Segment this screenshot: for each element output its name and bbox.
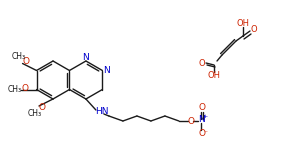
Text: O: O xyxy=(21,84,28,93)
Text: CH₃: CH₃ xyxy=(12,52,26,61)
Text: O: O xyxy=(22,57,29,66)
Text: O: O xyxy=(198,130,205,138)
Text: O: O xyxy=(251,26,257,34)
Text: O: O xyxy=(199,60,205,68)
Text: CH₃: CH₃ xyxy=(8,85,22,94)
Text: OH: OH xyxy=(237,18,249,28)
Text: O: O xyxy=(187,116,194,126)
Text: CH₃: CH₃ xyxy=(28,109,42,117)
Text: O: O xyxy=(39,103,46,113)
Text: ⁻: ⁻ xyxy=(204,129,208,137)
Text: N: N xyxy=(199,115,205,125)
Text: HN: HN xyxy=(95,106,109,115)
Text: N: N xyxy=(103,66,110,75)
Text: +: + xyxy=(203,114,208,119)
Text: N: N xyxy=(83,52,89,62)
Text: O: O xyxy=(198,103,205,113)
Text: OH: OH xyxy=(208,71,220,81)
